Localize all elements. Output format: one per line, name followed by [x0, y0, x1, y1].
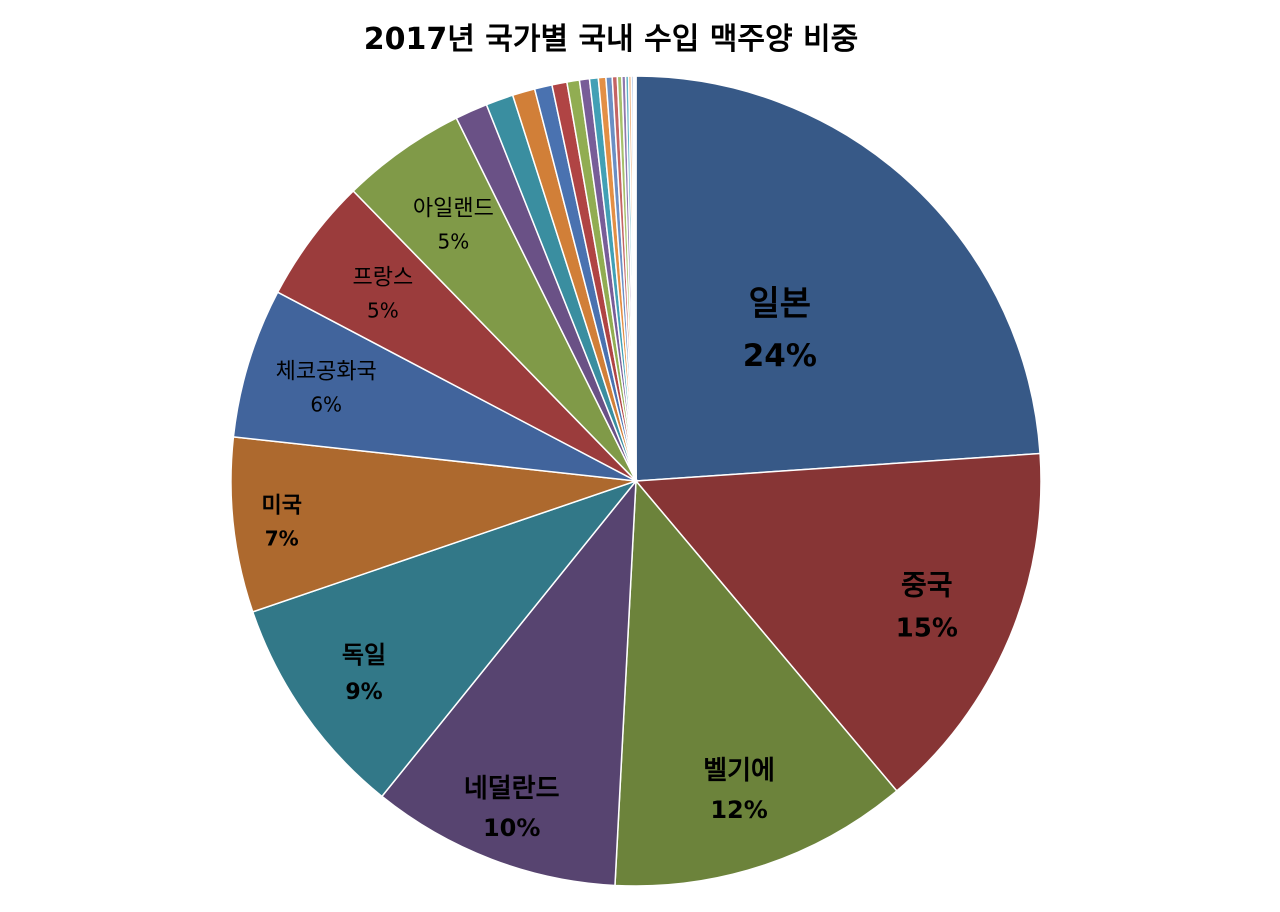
slice-percent-label: 6% [310, 392, 342, 416]
pie-slice-중국 [634, 452, 1042, 792]
slice-label-group: 중국 15% [896, 569, 958, 644]
slice-percent-label: 7% [265, 526, 299, 550]
pie-slice-일본 [635, 75, 1041, 482]
slice-label-group: 미국 7% [261, 493, 301, 550]
pie-slice-독일 [251, 479, 639, 798]
slice-label: 중국 [901, 569, 953, 602]
slice-label-group: 독일 9% [342, 641, 386, 705]
pie-slice-체코공화국 [232, 291, 637, 482]
slice-percent-label: 9% [345, 680, 382, 705]
slice-label: 체코공화국 [276, 359, 377, 384]
slice-percent-label: 12% [710, 796, 767, 824]
chart-title: 2017년 국가별 국내 수입 맥주양 비중 [363, 22, 859, 57]
slice-label-group: 네덜란드 10% [464, 774, 560, 842]
slice-label-group: 벨기에 12% [703, 756, 775, 824]
slice-percent-label: 24% [743, 338, 817, 374]
slice-label: 미국 [261, 493, 301, 518]
pie-slice-네덜란드 [380, 478, 637, 887]
slice-label-group: 프랑스 5% [353, 265, 414, 322]
slice-label: 벨기에 [703, 756, 775, 786]
slice-label: 아일랜드 [413, 197, 494, 222]
slice-label: 프랑스 [353, 265, 414, 290]
slice-label-group: 체코공화국 6% [276, 359, 377, 416]
slice-label: 일본 [749, 284, 812, 324]
slice-label: 네덜란드 [464, 774, 560, 804]
slice-label: 독일 [342, 641, 386, 669]
slice-percent-label: 5% [367, 298, 399, 322]
pie-slice-26 [633, 75, 637, 482]
pie-slice-미국 [230, 436, 637, 613]
slice-label-group: 일본 24% [743, 284, 817, 374]
slice-percent-label: 10% [483, 814, 540, 842]
slice-percent-label: 15% [896, 614, 958, 644]
slice-label-group: 아일랜드 5% [413, 197, 494, 254]
slice-percent-label: 5% [438, 230, 470, 254]
pie-slice-벨기에 [614, 479, 898, 887]
